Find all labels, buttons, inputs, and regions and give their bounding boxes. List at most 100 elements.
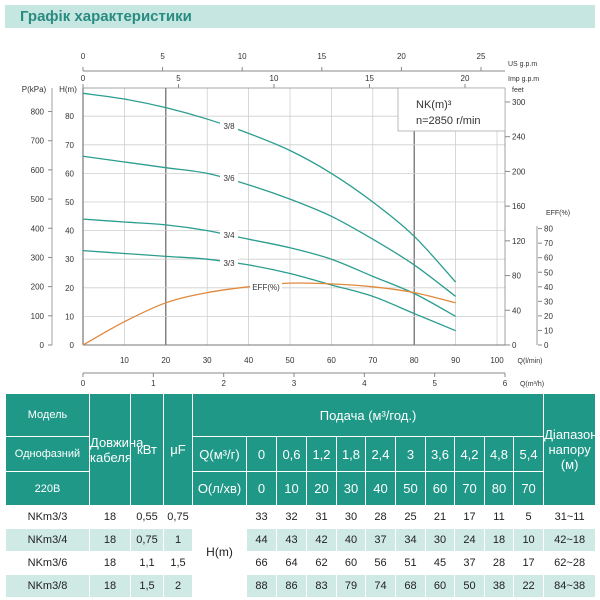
- m3h-tick-label: 2: [221, 379, 226, 388]
- uf-cell: 2: [163, 574, 193, 598]
- kw-cell: 1,1: [130, 551, 164, 575]
- m3h-tick-label: 6: [503, 379, 508, 388]
- head-value-cell: 83: [306, 574, 337, 598]
- header-head-range: Діапазон напору (м): [543, 393, 597, 506]
- us-gpm-tick-label: 0: [81, 52, 86, 61]
- head-value-cell: 88: [246, 574, 277, 598]
- head-value-cell: 11: [484, 505, 514, 529]
- head-value-cell: 50: [454, 574, 485, 598]
- cable-cell: 18: [89, 574, 131, 598]
- us-gpm-tick-label: 10: [238, 52, 247, 61]
- h-axis-label: H(m): [59, 85, 77, 94]
- p-tick-label: 200: [31, 283, 45, 292]
- imp-gpm-tick-label: 15: [365, 74, 374, 83]
- h-tick-label: 70: [65, 141, 74, 150]
- us-gpm-label: US g.p.m: [508, 61, 537, 68]
- header-q-m3: Q(м³/г): [192, 436, 247, 472]
- title-bar: Графік характеристики: [5, 5, 595, 28]
- h-tick-label: 60: [65, 169, 74, 178]
- head-value-cell: 60: [336, 551, 366, 575]
- range-cell: 42~18: [543, 528, 597, 552]
- head-label-cell: H(m): [192, 505, 247, 598]
- head-value-cell: 43: [276, 528, 307, 552]
- feet-tick-label: 120: [512, 237, 526, 246]
- head-value-cell: 31: [306, 505, 337, 529]
- p-tick-label: 400: [31, 224, 45, 233]
- imp-gpm-tick-label: 0: [81, 74, 86, 83]
- q-tick-label: 10: [120, 356, 129, 365]
- curve-label: 3/6: [223, 174, 235, 183]
- head-value-cell: 22: [512, 574, 545, 598]
- q-tick-label: 80: [410, 356, 419, 365]
- q-tick-label: 90: [451, 356, 460, 365]
- kw-cell: 0,75: [130, 528, 164, 552]
- flow-lmin-cell: 10: [276, 471, 307, 506]
- p-tick-label: 600: [31, 166, 45, 175]
- header-kw: кВт: [130, 393, 164, 506]
- p-tick-label: 700: [31, 137, 45, 146]
- page-title: Графік характеристики: [20, 8, 192, 25]
- range-cell: 31~11: [543, 505, 597, 529]
- header-q-lmin: O(л/хв): [192, 471, 247, 506]
- flow-lmin-cell: 70: [512, 471, 545, 506]
- uf-cell: 1,5: [163, 551, 193, 575]
- feet-tick-label: 240: [512, 133, 526, 142]
- performance-chart: H(m)01020304050607080P(kPa)0100200300400…: [22, 52, 570, 388]
- flow-lmin-cell: 50: [395, 471, 426, 506]
- head-value-cell: 28: [365, 505, 396, 529]
- q-tick-label: 60: [327, 356, 336, 365]
- range-cell: 62~28: [543, 551, 597, 575]
- flow-m3-cell: 5,4: [512, 436, 545, 472]
- m3h-axis-label: Q(m³/h): [520, 381, 544, 388]
- flow-lmin-cell: 40: [365, 471, 396, 506]
- flow-m3-cell: 1,2: [306, 436, 337, 472]
- q-tick-label: 100: [490, 356, 504, 365]
- head-value-cell: 21: [425, 505, 455, 529]
- curve-36: [82, 155, 456, 297]
- head-value-cell: 68: [395, 574, 426, 598]
- range-cell: 84~38: [543, 574, 597, 598]
- cable-cell: 18: [89, 551, 131, 575]
- m3h-tick-label: 1: [151, 379, 156, 388]
- header-voltage: 220В: [5, 471, 90, 506]
- curve-label-bg: [250, 282, 282, 292]
- flow-m3-cell: 3: [395, 436, 426, 472]
- flow-m3-cell: 3,6: [425, 436, 455, 472]
- m3h-tick-label: 3: [292, 379, 297, 388]
- eff-tick-label: 30: [544, 297, 553, 306]
- p-tick-label: 800: [31, 108, 45, 117]
- header-uf: μF: [163, 393, 193, 506]
- h-tick-label: 20: [65, 284, 74, 293]
- head-value-cell: 18: [484, 528, 514, 552]
- curve-33: [82, 249, 456, 332]
- flow-lmin-cell: 70: [454, 471, 485, 506]
- us-gpm-tick-label: 25: [477, 52, 486, 61]
- head-value-cell: 10: [512, 528, 545, 552]
- head-value-cell: 24: [454, 528, 485, 552]
- curve-label-bg: [220, 121, 238, 131]
- curve-label: EFF(%): [252, 283, 280, 292]
- head-value-cell: 51: [395, 551, 426, 575]
- curve-38: [82, 92, 457, 283]
- p-tick-label: 300: [31, 253, 45, 262]
- m3h-tick-label: 0: [81, 379, 86, 388]
- head-value-cell: 79: [336, 574, 366, 598]
- model-cell: NKm3/3: [5, 505, 90, 529]
- head-value-cell: 37: [365, 528, 396, 552]
- p-tick-label: 0: [40, 341, 45, 350]
- head-value-cell: 40: [336, 528, 366, 552]
- model-cell: NKm3/4: [5, 528, 90, 552]
- imp-gpm-label: Imp g.p.m: [508, 76, 539, 83]
- imp-gpm-tick-label: 10: [270, 74, 279, 83]
- q-tick-label: 50: [286, 356, 295, 365]
- h-tick-label: 0: [70, 341, 75, 350]
- feet-tick-label: 160: [512, 202, 526, 211]
- feet-tick-label: 200: [512, 167, 526, 176]
- q-axis-label: Q(l/min): [518, 358, 543, 365]
- table-row: NKm3/8 18 1,5 2 88 86 83 79 74 68 60 50 38 22 84~38: [5, 574, 597, 598]
- legend-box: [397, 87, 506, 132]
- head-value-cell: 42: [306, 528, 337, 552]
- h-tick-label: 50: [65, 198, 74, 207]
- curve-EFF: [82, 282, 456, 346]
- flow-lmin-cell: 30: [336, 471, 366, 506]
